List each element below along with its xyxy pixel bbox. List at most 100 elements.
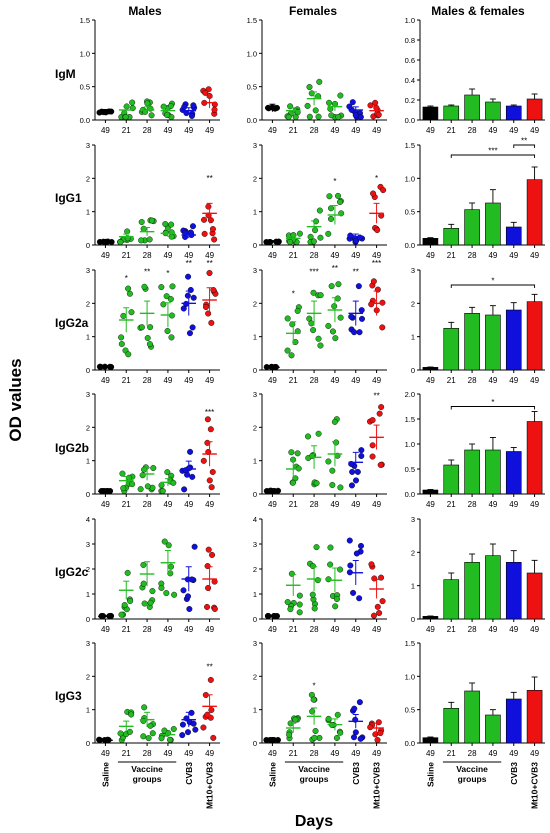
day-label: 49: [101, 126, 110, 135]
y-tick-label: 3: [86, 540, 90, 549]
row-label-igg1: IgG1: [55, 191, 82, 205]
row-label-igm: IgM: [55, 67, 76, 81]
day-label: 49: [372, 376, 381, 385]
data-point-vaccine-21: [287, 238, 294, 245]
data-point-mt10-cvb3: [204, 416, 211, 423]
data-point-vaccine-28: [310, 238, 317, 245]
data-point-cvb3: [187, 448, 194, 455]
data-point-cvb3: [186, 605, 193, 612]
data-point-mt10-cvb3: [376, 610, 383, 617]
day-label: 49: [530, 251, 539, 260]
day-label: 28: [143, 625, 152, 634]
y-tick-label: 3: [86, 390, 90, 399]
day-label: 49: [184, 126, 193, 135]
data-point-vaccine-21: [296, 609, 303, 616]
data-point-mt10-cvb3: [204, 563, 211, 570]
data-point-vaccine-49: [158, 735, 165, 742]
bar-mt10-cvb3: [526, 690, 543, 744]
day-label: 49: [509, 500, 518, 509]
y-tick-label: 3: [253, 639, 257, 648]
bar-mt10-cvb3: [526, 179, 543, 246]
y-tick-label: 4: [86, 515, 90, 524]
data-point-mt10-cvb3: [369, 453, 376, 460]
bar-vaccine-28: [464, 209, 480, 246]
y-tick-label: 1: [86, 706, 90, 715]
day-label: 49: [163, 749, 172, 758]
data-point-vaccine-28: [145, 735, 152, 742]
data-point-vaccine-49: [332, 603, 339, 610]
y-tick-label: 1: [253, 590, 257, 599]
y-tick-label: 1.0: [405, 16, 415, 25]
bar-saline: [422, 238, 439, 246]
day-label: 28: [468, 500, 477, 509]
data-point-cvb3: [357, 542, 364, 549]
data-point-cvb3: [358, 447, 365, 454]
data-point-vaccine-49: [335, 281, 342, 288]
y-tick-label: 1: [86, 208, 90, 217]
data-point-mt10-cvb3: [378, 404, 385, 411]
y-tick-label: 0.8: [405, 36, 415, 45]
day-label: 49: [488, 749, 497, 758]
data-point-vaccine-49: [164, 469, 171, 476]
row-label-igg2a: IgG2a: [55, 316, 89, 330]
males-females-label-saline: Saline: [425, 762, 435, 787]
day-label: 49: [101, 625, 110, 634]
day-label: 49: [488, 625, 497, 634]
data-point-vaccine-49: [165, 542, 172, 549]
data-point-vaccine-28: [315, 113, 322, 120]
data-point-vaccine-49: [168, 221, 175, 228]
y-tick-label: 0.0: [80, 116, 90, 125]
day-label: 49: [101, 251, 110, 260]
y-tick-label: 3: [411, 266, 415, 275]
y-tick-label: 3: [253, 540, 257, 549]
data-point-vaccine-21: [125, 285, 132, 292]
data-point-mt10-cvb3: [211, 106, 218, 113]
data-point-vaccine-49: [164, 112, 171, 119]
bar-saline: [422, 489, 439, 495]
panel-igg1-males: 0 1 2 3 49 21 28 49 49 49 **: [86, 141, 220, 260]
day-label: 49: [268, 376, 277, 385]
y-tick-label: 0.0: [247, 116, 257, 125]
day-label: 21: [289, 251, 298, 260]
y-tick-label: 0.5: [405, 208, 415, 217]
data-point-vaccine-21: [287, 606, 294, 613]
data-point-vaccine-49: [337, 199, 344, 206]
day-label: 49: [372, 126, 381, 135]
data-point-vaccine-28: [310, 327, 317, 334]
data-point-vaccine-21: [126, 474, 133, 481]
day-label: 49: [268, 749, 277, 758]
bar-saline: [422, 737, 439, 744]
significance-label: *: [491, 398, 494, 407]
data-point-mt10-cvb3: [210, 287, 217, 294]
y-tick-label: 2.0: [405, 390, 415, 399]
data-point-vaccine-28: [311, 734, 318, 741]
data-point-mt10-cvb3: [379, 324, 386, 331]
day-label: 49: [163, 625, 172, 634]
data-point-vaccine-21: [122, 113, 129, 120]
data-point-vaccine-28: [312, 107, 319, 114]
y-tick-label: 0: [86, 739, 90, 748]
data-point-vaccine-28: [149, 588, 156, 595]
day-label: 21: [289, 625, 298, 634]
data-point-vaccine-49: [328, 112, 335, 119]
day-label: 28: [143, 749, 152, 758]
data-point-cvb3: [189, 324, 196, 331]
data-point-mt10-cvb3: [380, 187, 387, 194]
day-label: 49: [184, 251, 193, 260]
data-point-vaccine-28: [310, 289, 317, 296]
significance-label: **: [144, 267, 150, 276]
significance-label: *: [166, 269, 169, 278]
males-females-label-vaccine: Vaccine groups: [456, 764, 488, 784]
data-point-vaccine-49: [163, 590, 170, 597]
data-point-mt10-cvb3: [369, 417, 376, 424]
data-point-vaccine-49: [159, 488, 166, 495]
y-tick-label: 1.0: [405, 440, 415, 449]
day-label: 21: [122, 126, 131, 135]
day-label: 49: [530, 749, 539, 758]
data-point-vaccine-21: [285, 113, 292, 120]
y-tick-label: 2: [86, 423, 90, 432]
panel-igm-females: 0.0 0.5 1.0 1.5 49 21 28 49 49 49: [247, 16, 387, 135]
day-label: 49: [530, 376, 539, 385]
data-point-cvb3: [181, 486, 188, 493]
